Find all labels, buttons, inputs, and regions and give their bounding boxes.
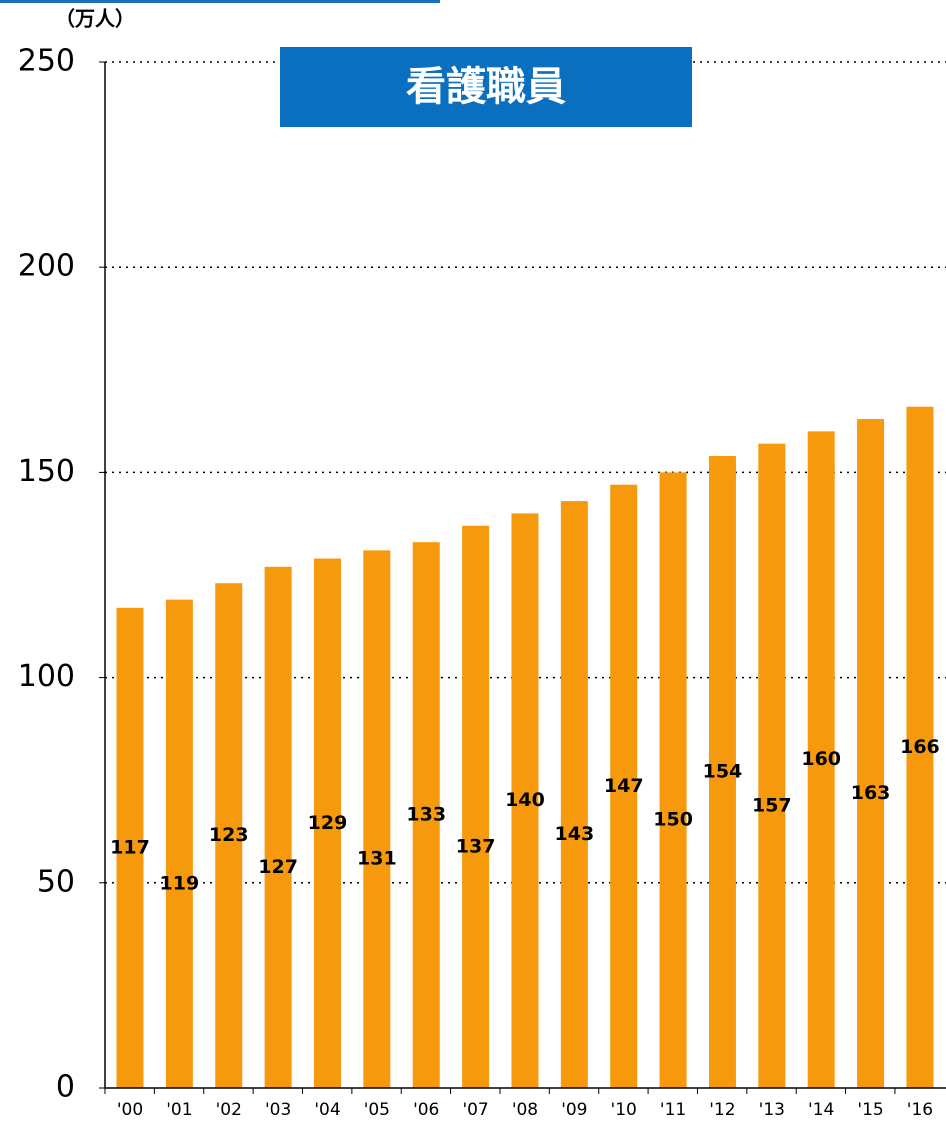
y-tick-label: 0: [56, 1070, 75, 1105]
x-tick-label: '15: [857, 1100, 883, 1120]
x-tick-label: '11: [660, 1100, 686, 1120]
bar: [462, 525, 490, 1088]
bar: [116, 607, 144, 1088]
y-tick-label: 100: [18, 659, 75, 694]
bar: [363, 550, 391, 1088]
bar: [215, 583, 243, 1088]
bar: [807, 431, 835, 1088]
x-tick-label: '06: [413, 1100, 439, 1120]
bar: [264, 566, 292, 1088]
data-label: 154: [703, 760, 743, 782]
data-label: 140: [505, 789, 545, 811]
x-tick-label: '10: [611, 1100, 637, 1120]
x-tick-label: '09: [561, 1100, 587, 1120]
bar: [708, 455, 736, 1088]
data-label: 160: [801, 748, 841, 770]
x-tick-label: '08: [512, 1100, 538, 1120]
bar: [758, 443, 786, 1088]
data-label: 119: [160, 872, 200, 894]
data-label: 163: [851, 782, 891, 804]
x-tick-label: '01: [166, 1100, 192, 1120]
data-label: 143: [555, 823, 595, 845]
bar: [560, 501, 588, 1088]
data-label: 123: [209, 824, 249, 846]
x-tick-label: '12: [709, 1100, 735, 1120]
data-label: 157: [752, 794, 792, 816]
data-label: 117: [110, 836, 150, 858]
chart-title: 看護職員: [406, 64, 566, 110]
bar: [610, 484, 638, 1088]
data-label: 137: [456, 835, 496, 857]
x-tick-label: '02: [216, 1100, 242, 1120]
data-label: 133: [406, 804, 446, 826]
x-tick-label: '04: [314, 1100, 340, 1120]
y-tick-label: 250: [18, 44, 75, 79]
y-tick-label: 150: [18, 454, 75, 489]
x-tick-label: '13: [759, 1100, 785, 1120]
y-axis-label: （万人）: [55, 7, 135, 31]
bar: [857, 419, 885, 1089]
y-tick-label: 200: [18, 249, 75, 284]
x-tick-label: '14: [808, 1100, 834, 1120]
bar: [313, 558, 341, 1088]
y-tick-label: 50: [37, 864, 75, 899]
data-label: 131: [357, 848, 397, 870]
data-label: 166: [900, 736, 940, 758]
top-strip: [0, 0, 440, 3]
data-label: 129: [308, 812, 348, 834]
bar: [165, 599, 193, 1088]
bar: [659, 472, 687, 1088]
data-label: 147: [604, 775, 644, 797]
data-label: 150: [653, 809, 693, 831]
x-tick-label: '00: [117, 1100, 143, 1120]
title-box: [280, 47, 692, 127]
x-tick-label: '16: [907, 1100, 933, 1120]
bar: [906, 406, 934, 1089]
data-label: 127: [258, 856, 298, 878]
x-tick-label: '03: [265, 1100, 291, 1120]
x-tick-label: '07: [462, 1100, 488, 1120]
bar: [412, 542, 440, 1088]
bar: [511, 513, 539, 1088]
x-tick-label: '05: [364, 1100, 390, 1120]
